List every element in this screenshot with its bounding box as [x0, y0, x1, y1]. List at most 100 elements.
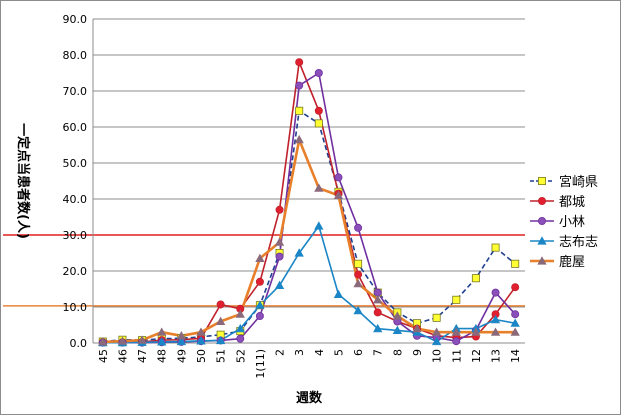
data-point: [255, 300, 265, 309]
data-point: [274, 280, 285, 290]
legend-label: 志布志: [559, 235, 598, 250]
data-point: [98, 337, 108, 346]
data-point: [452, 295, 461, 304]
x-axis-title: 週数: [296, 390, 323, 406]
x-tick-label: 51: [215, 349, 228, 363]
data-point: [314, 119, 323, 128]
data-point: [314, 69, 323, 78]
series-line: [102, 138, 516, 344]
y-tick-label: 0.0: [70, 337, 88, 350]
data-point: [236, 334, 245, 343]
data-point: [491, 243, 500, 252]
x-tick-labels: 45 46 47 48 49 50 51 52 1(11) 2 3 4 5 6 7 8 9 10 11 12 13 14: [97, 349, 522, 379]
series-markers: [98, 58, 520, 347]
data-point: [392, 325, 403, 335]
data-point: [471, 327, 481, 336]
data-point: [215, 335, 226, 345]
y-tick-labels: 0.0 10.0 20.0 30.0 40.0 50.0 60.0 70.0 80.0 90.0: [63, 13, 88, 350]
legend-marker: [538, 196, 547, 205]
x-tick-label: 50: [195, 349, 208, 363]
data-point: [295, 81, 304, 90]
data-point: [511, 283, 520, 292]
data-point: [235, 323, 245, 333]
x-tick-label: 7: [372, 349, 385, 356]
data-point: [373, 323, 383, 333]
x-tick-label: 10: [431, 349, 444, 363]
data-point: [196, 327, 206, 336]
y-tick-label: 60.0: [63, 121, 88, 134]
data-point: [176, 331, 187, 340]
x-tick-label: 2: [274, 349, 287, 356]
x-tick-label: 48: [156, 349, 169, 363]
data-point: [471, 274, 480, 283]
series-line: [102, 225, 516, 344]
data-point: [490, 327, 501, 336]
series-line: [102, 61, 516, 344]
data-point: [353, 278, 363, 288]
data-point: [117, 336, 128, 345]
data-point: [511, 259, 520, 268]
x-tick-label: 11: [450, 349, 463, 363]
data-point: [176, 336, 187, 346]
data-point: [333, 289, 344, 299]
data-point: [275, 205, 284, 214]
data-point: [431, 327, 442, 336]
x-tick-label: 3: [293, 349, 306, 356]
data-point: [510, 327, 520, 336]
data-point: [452, 337, 461, 346]
data-point: [255, 311, 264, 320]
data-point: [490, 314, 501, 324]
data-point: [275, 252, 284, 261]
legend-label: 鹿屋: [559, 254, 585, 270]
y-tick-label: 20.0: [63, 265, 88, 278]
x-tick-label: 4: [313, 349, 326, 356]
data-point: [157, 327, 167, 336]
data-point: [432, 313, 441, 322]
x-tick-label: 12: [470, 349, 483, 363]
series-lines: [102, 61, 516, 344]
data-point: [353, 305, 363, 315]
data-point: [215, 316, 226, 326]
data-point: [157, 337, 167, 346]
data-point: [196, 336, 206, 345]
y-axis-title: 一定点当患者数(人): [15, 123, 31, 239]
data-point: [354, 259, 363, 268]
x-tick-label: 45: [97, 349, 110, 363]
x-tick-label: 5: [332, 349, 345, 356]
x-tick-label: 52: [234, 349, 247, 363]
legend-marker: [537, 256, 547, 265]
x-tick-label: 9: [411, 349, 424, 356]
data-point: [295, 106, 304, 115]
data-point: [333, 190, 344, 200]
x-tick-label: 14: [509, 349, 522, 363]
data-point: [255, 253, 265, 263]
y-tick-label: 10.0: [63, 301, 88, 314]
data-point: [334, 173, 343, 182]
data-point: [412, 323, 422, 333]
x-tick-label: 1(11): [254, 349, 267, 379]
y-tick-label: 90.0: [63, 13, 88, 26]
legend-label: 宮崎県: [559, 174, 598, 190]
legend-marker: [538, 216, 547, 225]
x-tick-label: 13: [490, 349, 503, 363]
y-tick-label: 80.0: [63, 49, 88, 62]
y-tick-label: 50.0: [63, 157, 88, 170]
data-point: [510, 318, 520, 327]
series-line: [102, 110, 516, 343]
legend-label: 小林: [559, 215, 585, 230]
data-point: [511, 310, 520, 319]
data-point: [373, 295, 383, 304]
data-point: [137, 335, 147, 344]
data-point: [392, 311, 403, 320]
axes: [92, 19, 525, 344]
data-point: [216, 300, 225, 309]
y-tick-label: 30.0: [63, 229, 88, 242]
data-point: [354, 270, 363, 279]
x-tick-label: 8: [391, 349, 404, 356]
data-point: [294, 134, 304, 144]
legend-marker: [537, 236, 547, 245]
x-tick-label: 46: [116, 349, 129, 363]
legend-marker: [538, 176, 547, 185]
